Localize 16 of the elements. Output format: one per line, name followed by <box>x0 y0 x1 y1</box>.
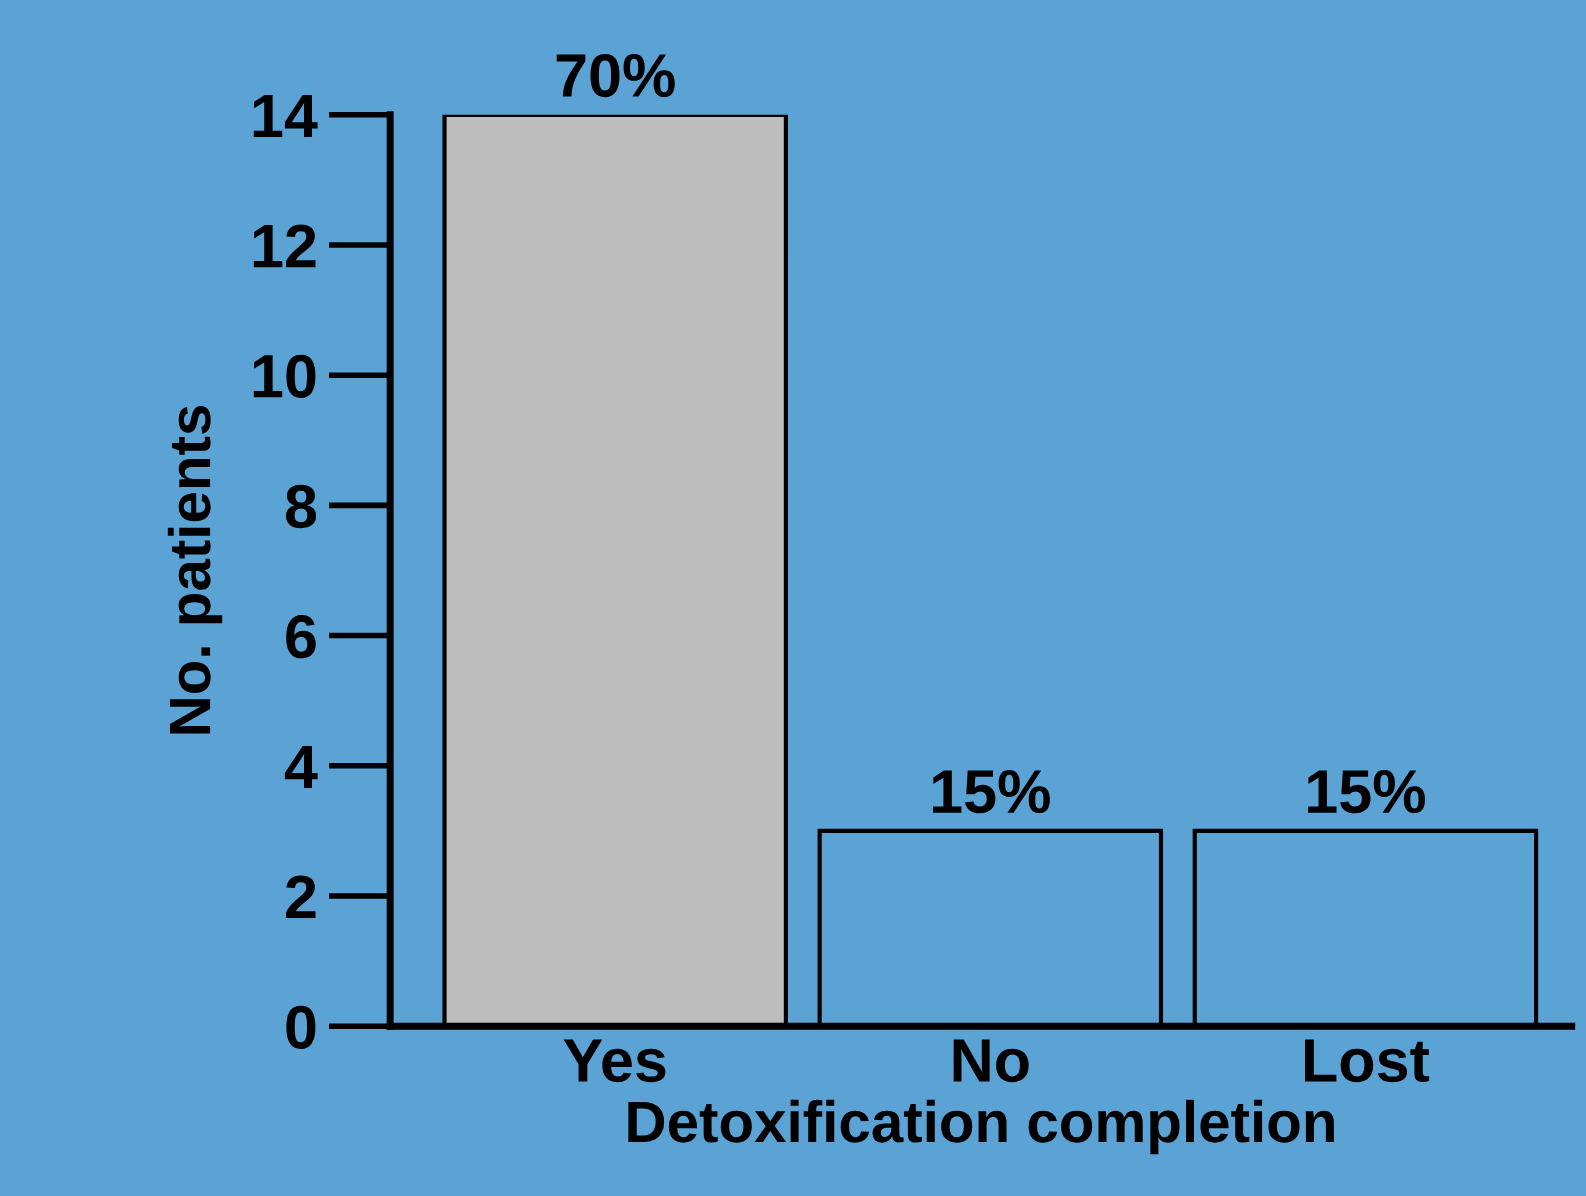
annotation: 70% <box>556 53 675 98</box>
x-axis-title: Detoxification completion <box>628 1099 1334 1155</box>
y-tick-label: 12 <box>253 224 316 268</box>
y-tick-label: 6 <box>286 615 316 659</box>
annotation: 15% <box>1308 770 1425 814</box>
annotation: 15% <box>933 770 1050 814</box>
x-tick-label: Yes <box>563 1039 666 1083</box>
y-tick-label: 0 <box>286 1005 316 1049</box>
x-tick-label: No <box>953 1039 1029 1083</box>
y-tick-label: 2 <box>286 875 316 919</box>
y-tick-label: 14 <box>253 94 318 137</box>
y-tick-label: 4 <box>284 745 318 788</box>
x-tick-label: Lost <box>1305 1039 1430 1083</box>
y-axis-title: No. patients <box>167 405 223 734</box>
y-tick-label: 8 <box>285 484 317 529</box>
y-tick-label: 10 <box>253 354 316 398</box>
